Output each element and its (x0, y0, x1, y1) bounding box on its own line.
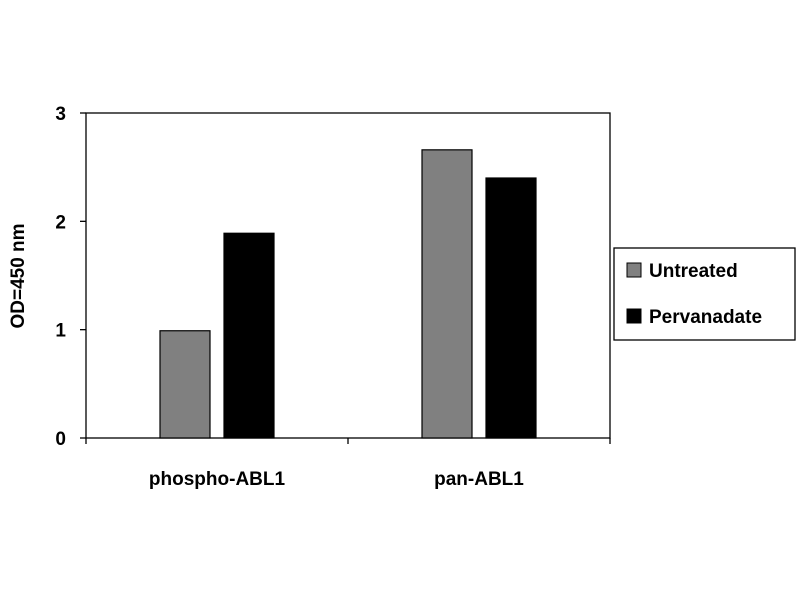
x-tick-label: phospho-ABL1 (149, 469, 286, 490)
legend-box (613, 247, 796, 341)
legend-label: Untreated (649, 261, 738, 282)
y-tick-label: 0 (55, 429, 66, 450)
y-tick-label: 3 (55, 104, 66, 125)
legend-swatch (626, 308, 642, 324)
bar-pervanadate-1 (223, 232, 275, 439)
legend-swatch (626, 262, 642, 278)
bar-untreated-2 (421, 149, 473, 439)
bar-untreated-1 (159, 330, 211, 439)
y-tick-label: 1 (55, 321, 66, 342)
y-tick-label: 2 (55, 212, 66, 233)
legend-label: Pervanadate (649, 307, 762, 328)
legend: Untreated Pervanadate (613, 247, 796, 341)
x-tick-label: pan-ABL1 (434, 469, 524, 490)
y-axis-label: OD=450 nm (8, 223, 29, 328)
bar-pervanadate-2 (485, 177, 537, 439)
